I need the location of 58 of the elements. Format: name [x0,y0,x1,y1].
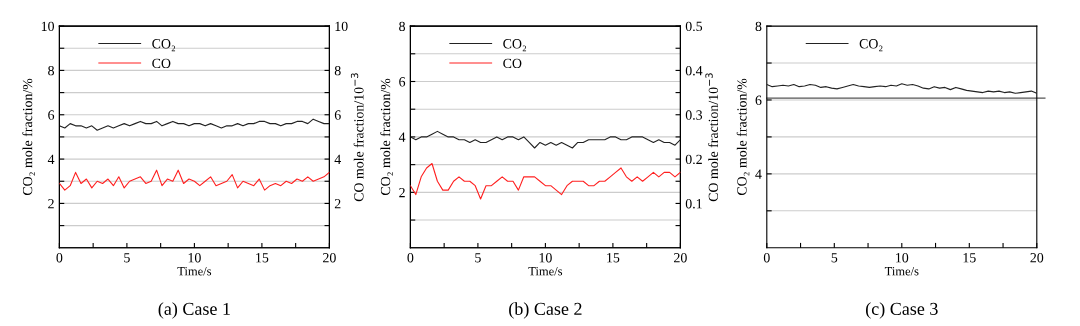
x-tick-label: 20 [674,253,687,263]
y-tick-label: 8 [48,66,55,76]
legend-label: CO [503,58,522,69]
text: (a) Case 1 [158,302,230,319]
y2-axis-title: CO mole fraction/10$^{−3}$ [350,73,364,202]
x-tick-label: 5 [475,253,481,263]
legend-label: CO₂ [503,39,527,52]
x-tick-label: 0 [56,253,63,263]
legend-label: CO [152,58,171,69]
y-tick-label: 10 [41,21,55,32]
line-series [410,162,681,200]
line-series [766,83,1037,94]
y-axis-title: CO₂ mole fraction/% [22,78,35,196]
y-tick-label: 8 [755,21,762,32]
y2-tick-label: 10 [335,21,348,32]
x-tick-label: 20 [323,253,336,263]
y-tick-label: 2 [48,199,54,209]
y-tick-label: 6 [48,110,55,120]
y-tick-label: 8 [399,21,406,32]
y-tick-label: 4 [755,169,762,179]
text: (b) Case 2 [509,302,582,319]
x-tick-label: 10 [188,253,201,263]
x-tick-label: 20 [1030,253,1044,263]
x-axis-title: Time/s [884,267,919,276]
x-axis-title: Time/s [528,267,563,276]
y2-tick-label: 4 [334,154,341,164]
y2-axis-title: CO mole fraction/10$^{−3}$ [705,73,719,202]
x-tick-label: 15 [963,253,976,263]
x-tick-label: 15 [607,253,620,263]
line-series [59,169,330,191]
y-tick-label: 2 [399,187,405,198]
y2-tick-label: 0.4 [685,66,703,76]
y2-tick-label: 0.1 [685,199,702,209]
line-series [410,130,681,149]
y-axis-title: CO₂ mole fraction/% [380,78,393,196]
x-axis-title: Time/s [177,267,212,276]
x-tick-label: 15 [256,253,269,263]
line-series [59,118,330,131]
x-tick-label: 10 [896,253,909,263]
legend-label: CO₂ [859,39,883,52]
legend-label: CO₂ [152,39,176,52]
x-tick-label: 5 [124,253,130,263]
x-tick-label: 5 [831,253,838,263]
y-tick-label: 4 [47,154,55,164]
text: (c) Case 3 [866,302,938,319]
y-tick-label: 6 [399,77,406,87]
y2-tick-label: 6 [334,110,341,120]
x-tick-label: 0 [763,253,770,263]
y-tick-label: 6 [755,95,762,105]
y2-tick-label: 8 [334,66,341,76]
y2-tick-label: 2 [334,199,341,209]
y2-tick-label: 0.3 [685,110,703,120]
y-tick-label: 4 [398,132,406,142]
y-axis-title: CO₂ mole fraction/% [736,78,750,196]
x-tick-label: 10 [539,253,552,263]
y2-tick-label: 0.2 [685,154,702,165]
y2-tick-label: 0.5 [685,21,703,32]
x-tick-label: 0 [407,253,414,263]
